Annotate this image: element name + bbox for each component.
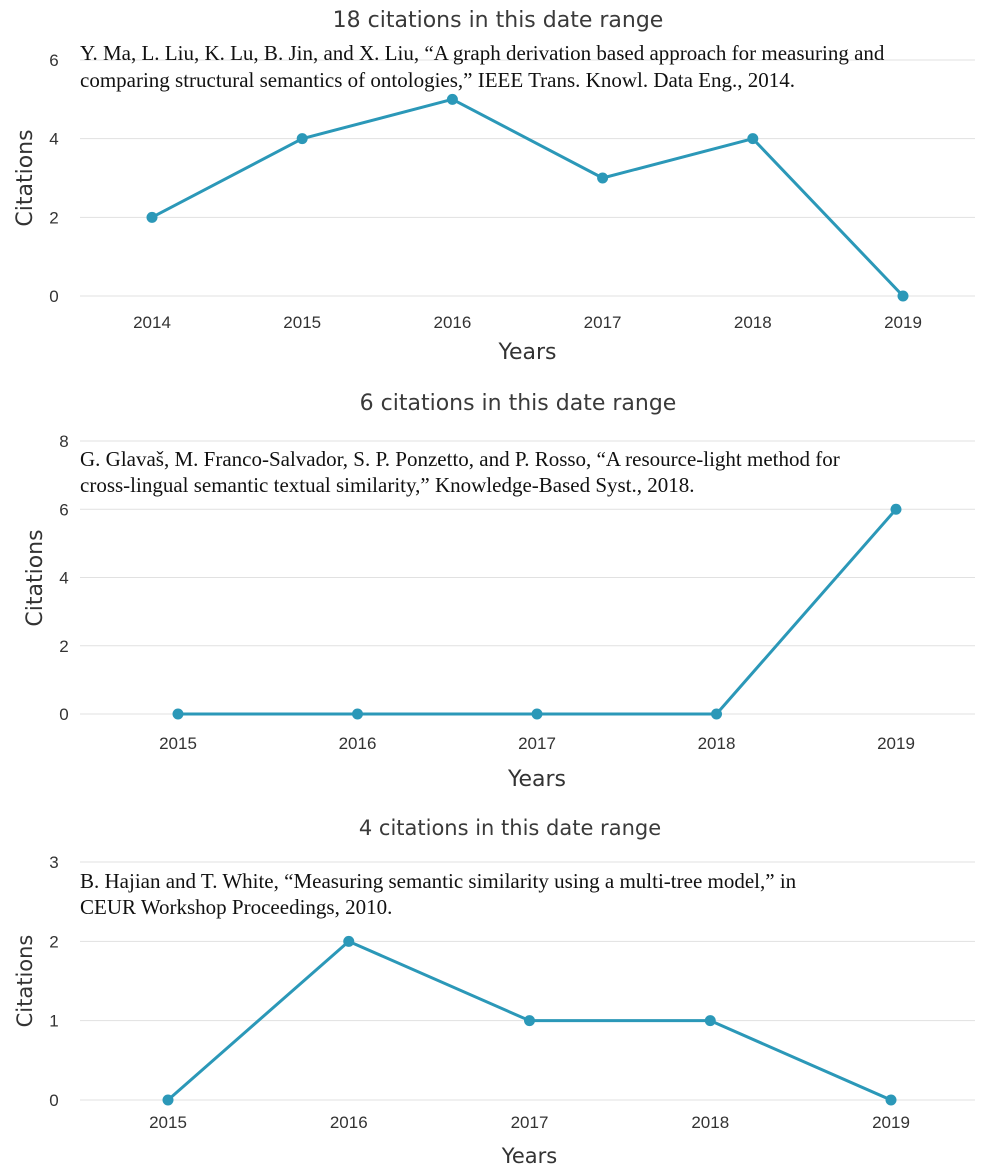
data-point [524, 1015, 535, 1027]
y-tick-label: 2 [59, 637, 68, 656]
chart-title: 4 citations in this date range [359, 816, 661, 840]
reference-line: B. Hajian and T. White, “Measuring seman… [80, 869, 797, 893]
x-tick-label: 2016 [339, 734, 377, 753]
reference-line: G. Glavaš, M. Franco-Salvador, S. P. Pon… [80, 447, 840, 471]
y-tick-label: 1 [49, 1012, 58, 1031]
x-tick-label: 2016 [433, 313, 471, 332]
data-point [885, 1094, 897, 1106]
x-tick-label: 2017 [584, 313, 622, 332]
data-point [352, 708, 363, 720]
x-tick-label: 2019 [884, 313, 922, 332]
data-point [343, 935, 355, 947]
x-tick-label: 2019 [872, 1113, 910, 1132]
data-point [704, 1015, 716, 1027]
data-point [172, 708, 184, 720]
data-point [446, 93, 458, 105]
x-axis-label: Years [497, 340, 556, 365]
x-tick-label: 2015 [283, 313, 321, 332]
y-tick-label: 6 [49, 51, 58, 70]
x-tick-label: 2015 [159, 734, 197, 753]
data-point [897, 290, 909, 302]
x-tick-label: 2016 [330, 1113, 368, 1132]
reference-line: Y. Ma, L. Liu, K. Lu, B. Jin, and X. Liu… [80, 41, 885, 65]
y-tick-label: 6 [59, 500, 68, 519]
x-tick-label: 2014 [133, 313, 171, 332]
x-tick-label: 2017 [511, 1113, 549, 1132]
y-tick-label: 0 [59, 705, 68, 724]
data-point [162, 1094, 174, 1106]
data-point [146, 211, 158, 223]
data-point [711, 708, 722, 720]
y-axis-label: Citations [23, 529, 48, 626]
series-line [151, 97, 905, 298]
data-point [747, 133, 759, 145]
x-axis-label: Years [507, 767, 566, 792]
data-point [890, 503, 902, 515]
y-tick-label: 3 [49, 853, 58, 872]
chart-panel-1: 0 2 4 6 18 citations in this date range Y. Ma… [13, 8, 975, 365]
y-axis-label: Citations [13, 129, 38, 226]
chart-title: 18 citations in this date range [333, 8, 664, 33]
reference-line: comparing structural semantics of ontolo… [80, 68, 795, 92]
x-tick-label: 2017 [518, 734, 556, 753]
y-tick-label: 2 [49, 932, 58, 951]
y-tick-label: 2 [49, 208, 58, 227]
data-point [296, 133, 308, 145]
data-point [531, 708, 543, 720]
x-tick-label: 2015 [149, 1113, 187, 1132]
x-tick-label: 2018 [698, 734, 736, 753]
x-axis-label: Years [501, 1144, 557, 1168]
data-point [597, 172, 609, 184]
reference-line: CEUR Workshop Proceedings, 2010. [80, 895, 392, 919]
y-tick-label: 4 [59, 569, 68, 588]
chart-panel-2: 0 2 4 6 8 6 citations in this date range G. Gl… [23, 391, 975, 792]
x-tick-label: 2019 [877, 734, 915, 753]
x-tick-label: 2018 [734, 313, 772, 332]
y-tick-label: 0 [49, 1091, 58, 1110]
y-tick-label: 8 [59, 432, 68, 451]
chart-panel-3: 0 1 2 3 4 citations in this date range B. Haj… [13, 816, 975, 1168]
x-tick-label: 2018 [691, 1113, 729, 1132]
y-tick-label: 0 [49, 287, 58, 306]
y-axis-label: Citations [13, 935, 37, 1028]
chart-title: 6 citations in this date range [360, 391, 677, 416]
y-tick-label: 4 [49, 130, 58, 149]
reference-line: cross-lingual semantic textual similarit… [80, 473, 695, 497]
series-line [178, 508, 898, 716]
